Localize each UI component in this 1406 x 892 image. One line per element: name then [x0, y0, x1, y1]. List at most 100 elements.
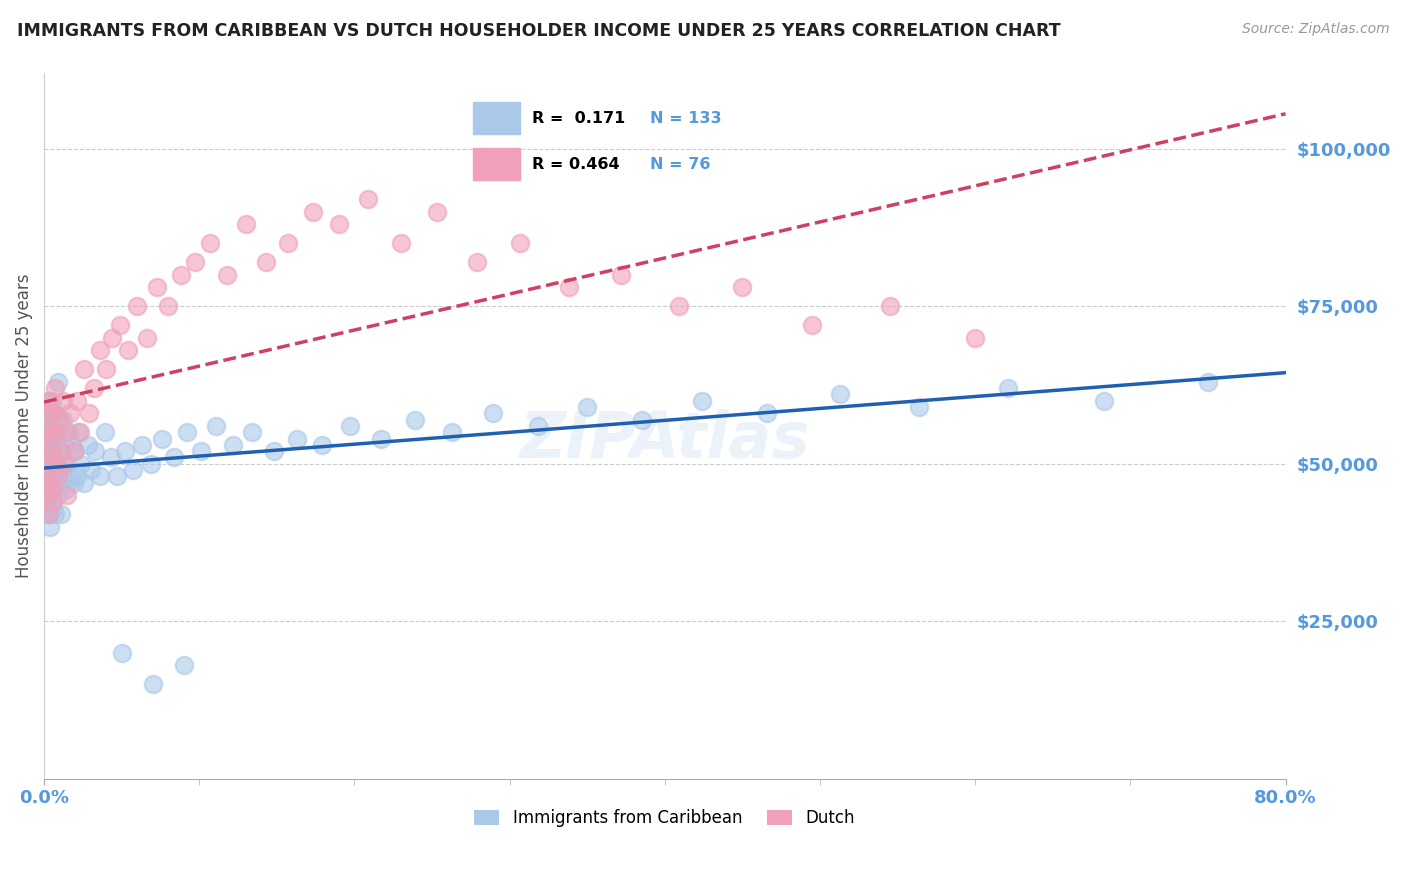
Point — [217, 268, 239, 282]
Point — [39, 419, 62, 434]
Point — [526, 419, 548, 434]
Point — [39, 425, 62, 440]
Point — [79, 463, 101, 477]
Point — [76, 438, 98, 452]
Bar — [474, 102, 520, 134]
Point — [59, 406, 82, 420]
Point — [51, 444, 73, 458]
Point — [105, 469, 128, 483]
Point — [37, 488, 59, 502]
Point — [45, 425, 67, 440]
Point — [44, 406, 66, 420]
Point — [46, 469, 69, 483]
Point — [38, 406, 60, 420]
Point — [176, 425, 198, 440]
Point — [131, 438, 153, 452]
Point — [53, 438, 76, 452]
Point — [285, 432, 308, 446]
Point — [37, 412, 59, 426]
Text: IMMIGRANTS FROM CARIBBEAN VS DUTCH HOUSEHOLDER INCOME UNDER 25 YEARS CORRELATION: IMMIGRANTS FROM CARIBBEAN VS DUTCH HOUSE… — [17, 22, 1060, 40]
Point — [38, 507, 60, 521]
Point — [52, 393, 75, 408]
Point — [157, 299, 180, 313]
Point — [965, 331, 987, 345]
Point — [1197, 375, 1219, 389]
Text: N = 76: N = 76 — [650, 157, 710, 171]
Point — [509, 236, 531, 251]
Point — [38, 482, 60, 496]
Point — [55, 482, 77, 496]
Point — [441, 425, 464, 440]
Point — [114, 444, 136, 458]
Point — [89, 469, 111, 483]
Text: R =  0.171: R = 0.171 — [531, 111, 626, 126]
Point — [45, 438, 67, 452]
Point — [42, 406, 65, 420]
Point — [34, 469, 56, 483]
Point — [370, 432, 392, 446]
Point — [52, 469, 75, 483]
Point — [39, 520, 62, 534]
Point — [163, 450, 186, 465]
Point — [756, 406, 779, 420]
Point — [42, 500, 65, 515]
Point — [100, 450, 122, 465]
Point — [357, 192, 380, 206]
Point — [39, 475, 62, 490]
Point — [63, 444, 86, 458]
Point — [37, 425, 59, 440]
Point — [56, 457, 79, 471]
Point — [169, 268, 191, 282]
Point — [51, 507, 73, 521]
Point — [59, 469, 82, 483]
Point — [121, 463, 143, 477]
Point — [205, 419, 228, 434]
Bar — [474, 148, 520, 180]
Point — [142, 677, 165, 691]
Point — [48, 412, 70, 426]
Point — [44, 381, 66, 395]
Legend: Immigrants from Caribbean, Dutch: Immigrants from Caribbean, Dutch — [468, 803, 862, 834]
Point — [34, 425, 56, 440]
Point — [879, 299, 901, 313]
Point — [46, 488, 69, 502]
Point — [37, 469, 59, 483]
Point — [1092, 393, 1115, 408]
Point — [240, 425, 263, 440]
Point — [66, 469, 89, 483]
Point — [150, 432, 173, 446]
Point — [34, 457, 56, 471]
Point — [69, 425, 91, 440]
Point — [56, 488, 79, 502]
Point — [44, 457, 66, 471]
Point — [135, 331, 157, 345]
Point — [73, 362, 96, 376]
Point — [235, 217, 257, 231]
Point — [328, 217, 350, 231]
Point — [83, 381, 105, 395]
Point — [37, 444, 59, 458]
Point — [48, 463, 70, 477]
Point — [44, 457, 66, 471]
Point — [38, 432, 60, 446]
Point — [41, 444, 63, 458]
Point — [45, 469, 67, 483]
Point — [46, 450, 69, 465]
Point — [89, 343, 111, 358]
Point — [38, 457, 60, 471]
Point — [339, 419, 361, 434]
Point — [48, 425, 70, 440]
Point — [731, 280, 754, 294]
Point — [66, 393, 89, 408]
Point — [38, 507, 60, 521]
Point — [42, 475, 65, 490]
Point — [465, 255, 488, 269]
Point — [481, 406, 503, 420]
Point — [73, 475, 96, 490]
Point — [84, 444, 107, 458]
Point — [404, 412, 426, 426]
Point — [41, 463, 63, 477]
Text: N = 133: N = 133 — [650, 111, 721, 126]
Y-axis label: Householder Income Under 25 years: Householder Income Under 25 years — [15, 274, 32, 578]
Point — [301, 204, 323, 219]
